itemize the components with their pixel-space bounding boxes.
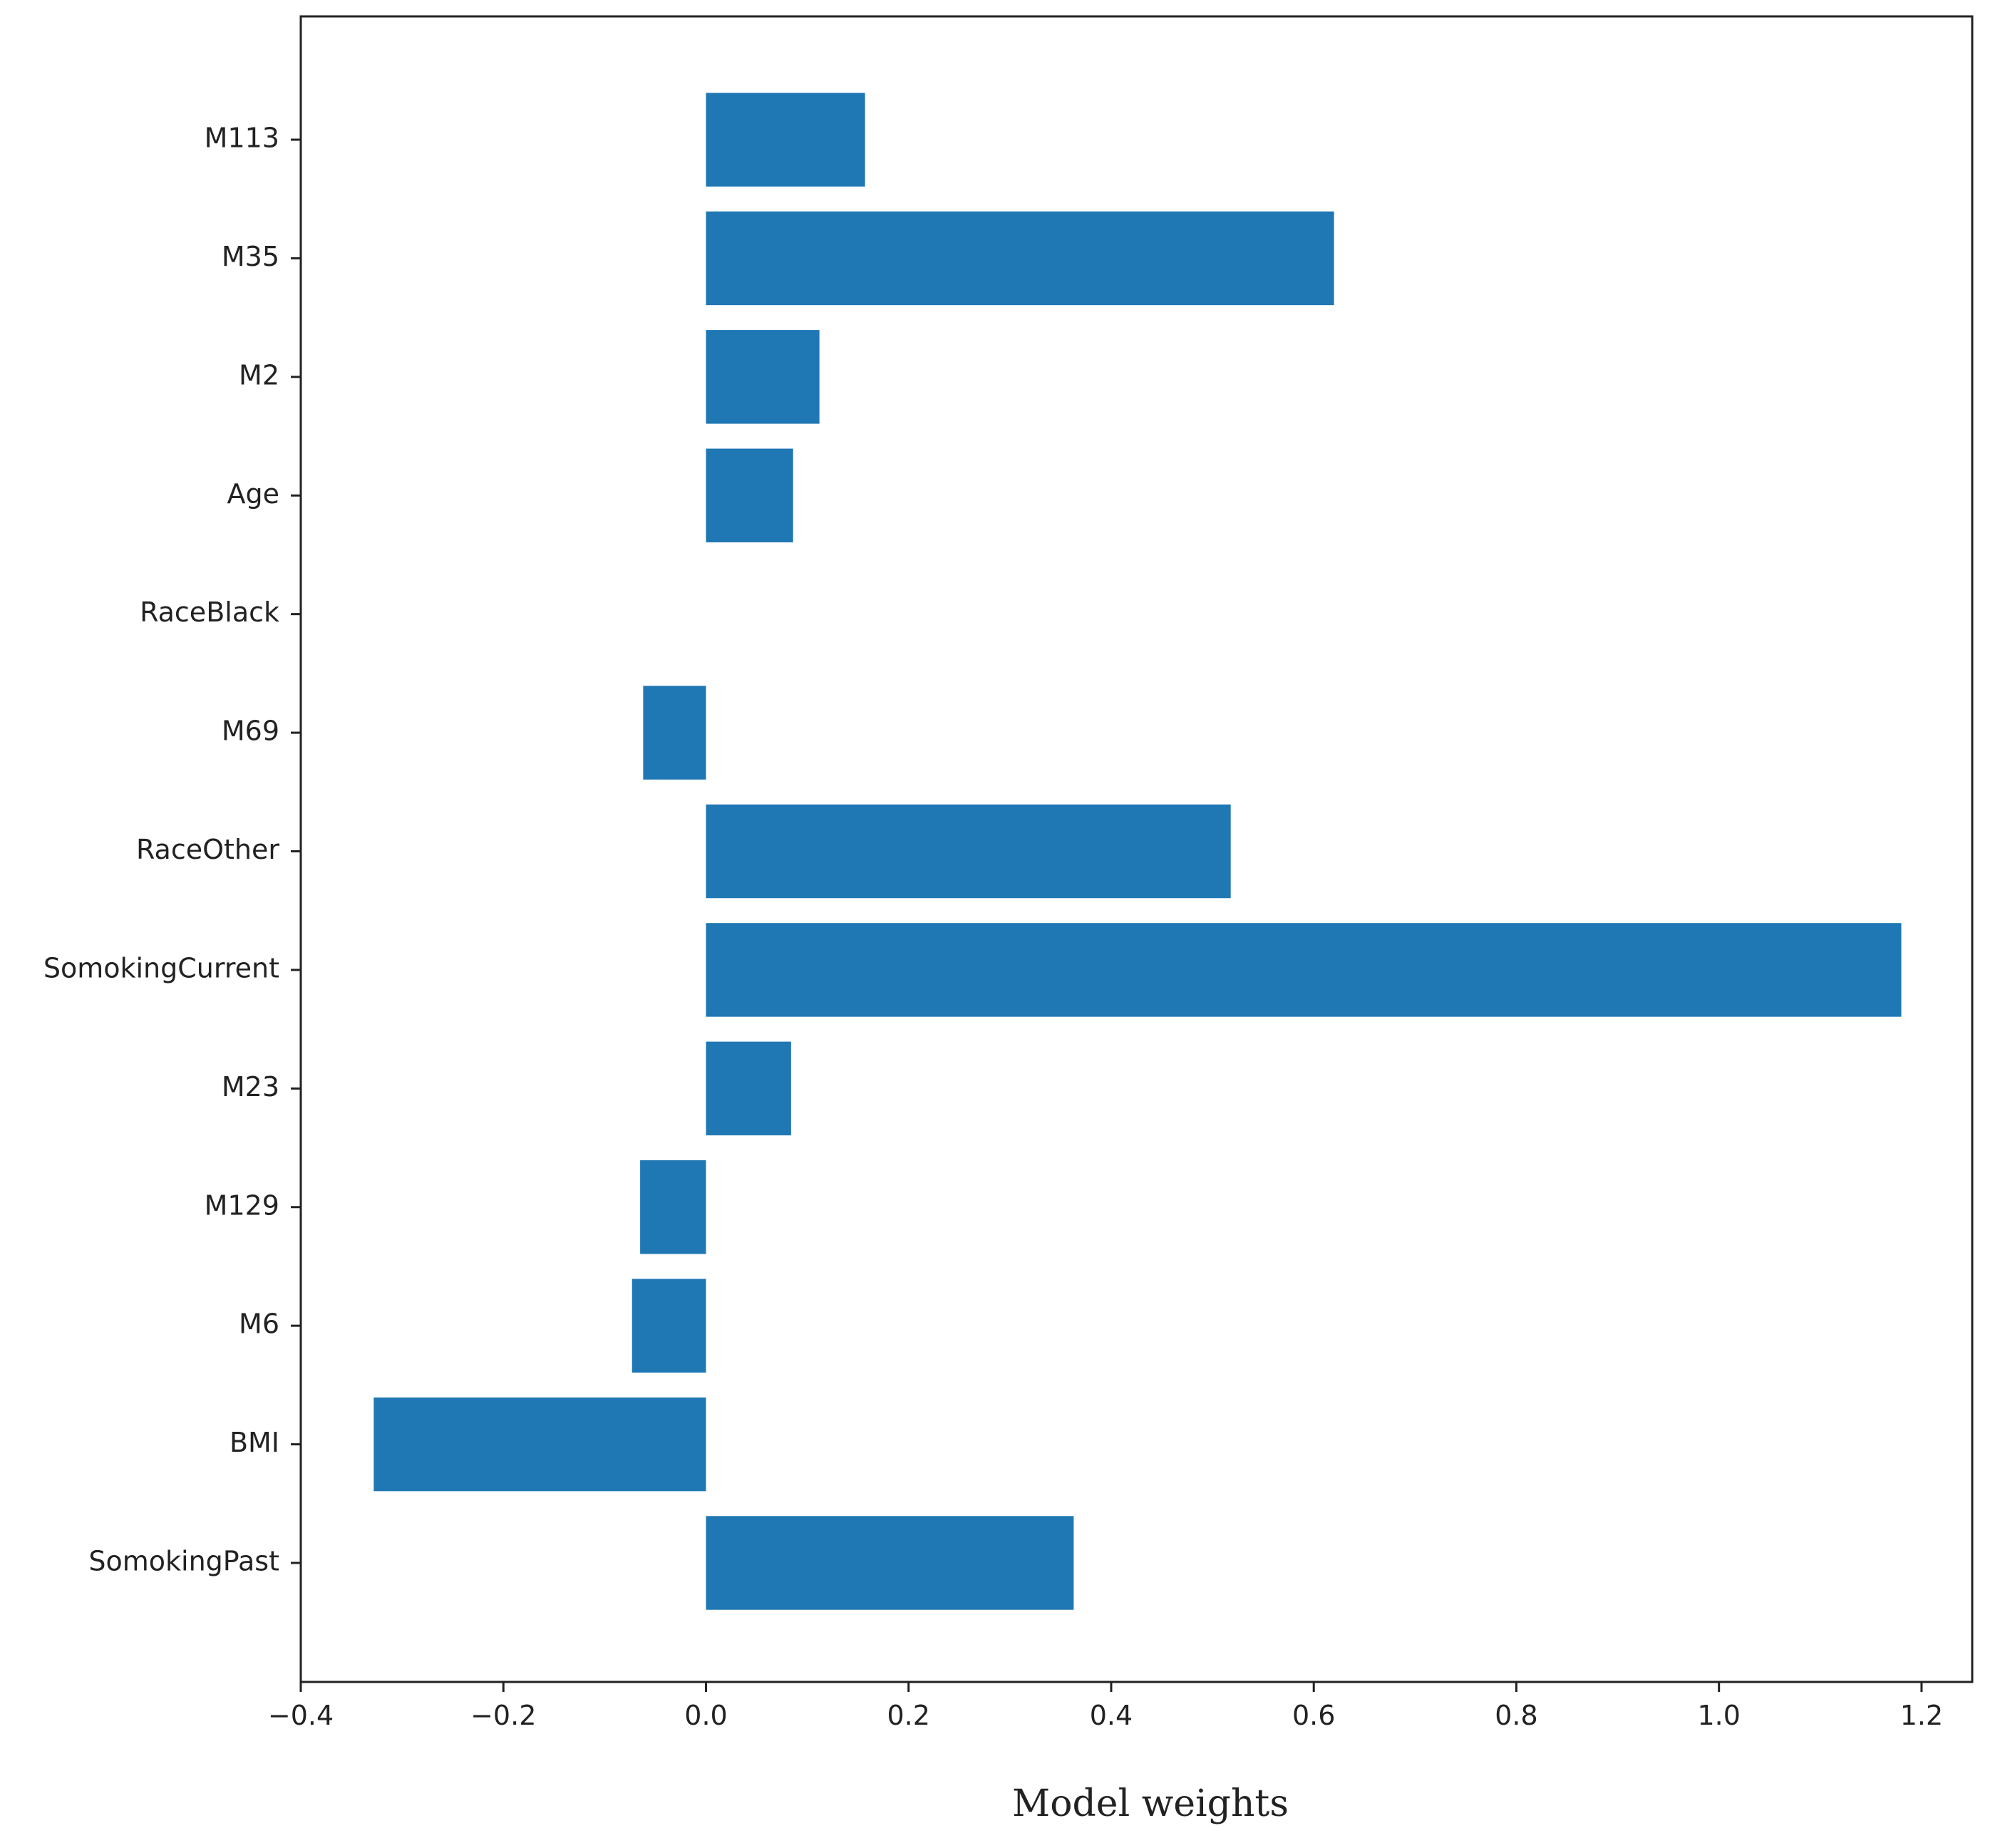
y-tick-label: M129 <box>205 1189 279 1221</box>
y-tick-label: M2 <box>239 359 279 391</box>
bar-m2 <box>706 330 820 424</box>
plot-frame <box>299 15 1974 1683</box>
y-tick-label: RaceOther <box>136 834 279 865</box>
bar-m35 <box>706 211 1334 306</box>
bar-somokingcurrent <box>706 923 1902 1017</box>
x-tick-label: 0.0 <box>684 1700 727 1731</box>
y-tick-label: M23 <box>222 1071 279 1103</box>
bars-layer <box>373 93 1902 1610</box>
bar-bmi <box>373 1397 706 1492</box>
bar-somokingpast <box>706 1516 1074 1610</box>
bar-m129 <box>640 1160 706 1254</box>
x-axis-label: Model weights <box>1012 1782 1289 1825</box>
y-tick-label: BMI <box>230 1427 279 1458</box>
x-tick-label: 0.8 <box>1495 1700 1537 1731</box>
y-tick-label: M35 <box>222 241 279 272</box>
x-axis: −0.4 −0.2 0.0 0.2 0.4 0.6 0.8 1.0 1.2 <box>268 1682 1943 1731</box>
x-tick-label: 0.2 <box>887 1700 930 1731</box>
bar-raceother <box>706 804 1231 899</box>
bar-m23 <box>706 1041 791 1136</box>
y-tick-label: M6 <box>239 1308 279 1340</box>
y-axis: M113 M35 M2 Age RaceBlack M69 RaceOther Somokin… <box>43 123 301 1577</box>
y-tick-label: Age <box>227 478 280 510</box>
x-tick-label: −0.2 <box>470 1700 536 1731</box>
y-tick-label: RaceBlack <box>140 597 279 628</box>
y-tick-label: SomokingPast <box>88 1546 279 1577</box>
bar-age <box>706 448 793 542</box>
bar-m113 <box>706 93 865 187</box>
x-tick-label: 0.4 <box>1090 1700 1133 1731</box>
x-tick-label: 0.6 <box>1292 1700 1335 1731</box>
y-tick-label: SomokingCurrent <box>43 952 279 984</box>
x-tick-label: 1.0 <box>1697 1700 1740 1731</box>
x-tick-label: −0.4 <box>268 1700 334 1731</box>
bar-m6 <box>632 1279 706 1373</box>
y-tick-label: M113 <box>205 123 279 154</box>
x-tick-label: 1.2 <box>1900 1700 1943 1731</box>
y-tick-label: M69 <box>222 716 279 747</box>
bar-m69 <box>643 686 706 780</box>
